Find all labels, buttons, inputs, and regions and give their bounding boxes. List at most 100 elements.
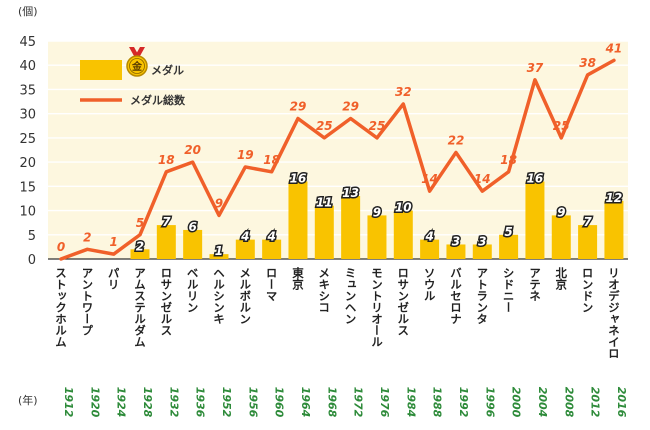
total-value-label: 9 bbox=[215, 196, 223, 210]
total-value-label: 14 bbox=[474, 172, 491, 186]
x-city-label: ストックホルム bbox=[54, 267, 68, 348]
x-year-label: 1924 bbox=[115, 387, 128, 418]
total-value-label: 41 bbox=[605, 41, 623, 55]
x-year-label: 1992 bbox=[457, 387, 470, 418]
gold-value-label: 7 bbox=[583, 215, 592, 229]
y-tick-label: 30 bbox=[19, 108, 36, 123]
x-city-label: モントリオール bbox=[370, 267, 384, 348]
x-city-label: ロサンゼルス bbox=[159, 267, 173, 336]
gold-medal-icon: 金 bbox=[126, 47, 148, 77]
x-year-label: 2000 bbox=[510, 387, 523, 418]
x-city-label: 東京 bbox=[291, 266, 305, 291]
y-tick-label: 0 bbox=[28, 253, 36, 268]
x-year-label: 2008 bbox=[562, 387, 575, 418]
x-year-label: 1964 bbox=[299, 387, 312, 418]
gold-value-label: 11 bbox=[316, 196, 333, 210]
gold-value-label: 10 bbox=[395, 201, 412, 215]
total-value-label: 14 bbox=[421, 172, 438, 186]
gold-value-label: 2 bbox=[136, 239, 144, 253]
gold-value-label: 4 bbox=[266, 230, 275, 244]
legend-gold-swatch bbox=[80, 60, 122, 80]
medal-inner-ring bbox=[129, 58, 145, 74]
medal-ribbon-right bbox=[135, 47, 145, 56]
x-city-label: アトランタ bbox=[475, 267, 489, 325]
gold-value-label: 3 bbox=[452, 234, 460, 248]
x-city-label: アントワープ bbox=[80, 267, 94, 336]
total-value-label: 37 bbox=[527, 61, 544, 75]
x-year-label: 1920 bbox=[88, 387, 101, 418]
gold-bar bbox=[499, 234, 519, 259]
x-year-label: 1996 bbox=[483, 387, 496, 418]
y-tick-label: 20 bbox=[19, 156, 36, 171]
gold-value-label: 5 bbox=[504, 225, 512, 239]
x-year-label: 1976 bbox=[378, 387, 391, 418]
x-city-label: ベルリン bbox=[186, 267, 200, 313]
gold-value-label: 4 bbox=[424, 230, 433, 244]
y-tick-label: 25 bbox=[19, 132, 36, 147]
gold-value-label: 9 bbox=[557, 205, 565, 219]
gold-bar bbox=[472, 244, 492, 259]
y-tick-label: 15 bbox=[19, 180, 36, 195]
x-year-label: 2016 bbox=[615, 387, 628, 418]
gold-value-label: 1 bbox=[215, 244, 223, 258]
x-year-label: 1984 bbox=[404, 387, 417, 418]
x-city-label: ソウル bbox=[423, 267, 437, 302]
x-year-label: 1968 bbox=[325, 387, 338, 418]
x-year-label: 1912 bbox=[62, 387, 75, 418]
medal-disc bbox=[126, 55, 148, 77]
legend: 金 メダル メダル総数 bbox=[80, 47, 186, 107]
y-tick-label: 35 bbox=[19, 83, 36, 98]
gold-bars bbox=[130, 181, 624, 259]
gold-value-label: 7 bbox=[162, 215, 171, 229]
total-value-label: 18 bbox=[158, 153, 175, 167]
gold-bar bbox=[525, 181, 545, 259]
gold-value-label: 16 bbox=[527, 171, 544, 185]
total-value-label: 1 bbox=[109, 235, 117, 249]
y-tick-label: 10 bbox=[19, 205, 36, 220]
x-city-label: ロサンゼルス bbox=[396, 267, 410, 336]
total-value-label: 32 bbox=[395, 85, 412, 99]
y-tick-label: 45 bbox=[19, 35, 36, 50]
x-city-label: メキシコ bbox=[317, 267, 331, 313]
total-value-label: 29 bbox=[342, 100, 359, 114]
x-city-label: パリ bbox=[107, 267, 121, 290]
gold-bar bbox=[235, 239, 255, 259]
total-series-line bbox=[59, 58, 616, 261]
x-city-label: ローマ bbox=[265, 267, 279, 302]
total-value-label: 18 bbox=[263, 153, 280, 167]
y-axis: 0 5 10 15 20 25 30 35 40 45 bbox=[19, 35, 36, 268]
y-tick-label: 5 bbox=[28, 229, 36, 244]
total-value-label: 19 bbox=[237, 148, 254, 162]
x-year-label: 1932 bbox=[167, 387, 180, 418]
total-value-label: 29 bbox=[290, 100, 307, 114]
gold-bar bbox=[314, 205, 334, 259]
gold-bar bbox=[288, 181, 308, 259]
x-city-label: ミュンヘン bbox=[344, 267, 358, 325]
x-city-label: アテネ bbox=[528, 267, 542, 302]
gold-bar bbox=[393, 210, 413, 259]
total-value-label: 5 bbox=[136, 216, 144, 230]
gold-bar bbox=[367, 215, 387, 259]
x-city-label: ヘルシンキ bbox=[212, 267, 226, 325]
gold-bar bbox=[578, 225, 598, 259]
x-city-label: ロンドン bbox=[581, 267, 595, 313]
x-axis-unit: (年) bbox=[18, 393, 38, 407]
total-value-label: 22 bbox=[448, 133, 465, 147]
gold-value-label: 16 bbox=[290, 171, 307, 185]
x-city-label: メルボルン bbox=[238, 267, 252, 325]
x-axis: ストックホルム アントワープ パリ アムステルダム ロサンゼルス ベルリン ヘルシンキ メルボ… bbox=[54, 266, 628, 418]
x-year-label: 1936 bbox=[194, 387, 207, 418]
gold-value-label: 4 bbox=[240, 230, 249, 244]
gold-value-label: 6 bbox=[188, 220, 196, 234]
x-year-label: 1952 bbox=[220, 387, 233, 418]
x-year-label: 1956 bbox=[246, 387, 259, 418]
medal-badge-text: 金 bbox=[131, 60, 143, 73]
y-tick-label: 40 bbox=[19, 59, 36, 74]
gold-bar bbox=[130, 249, 150, 259]
x-city-label: リオデジャネイロ bbox=[607, 267, 621, 359]
x-city-label: バルセロナ bbox=[449, 267, 463, 325]
gold-value-label: 13 bbox=[342, 186, 359, 200]
